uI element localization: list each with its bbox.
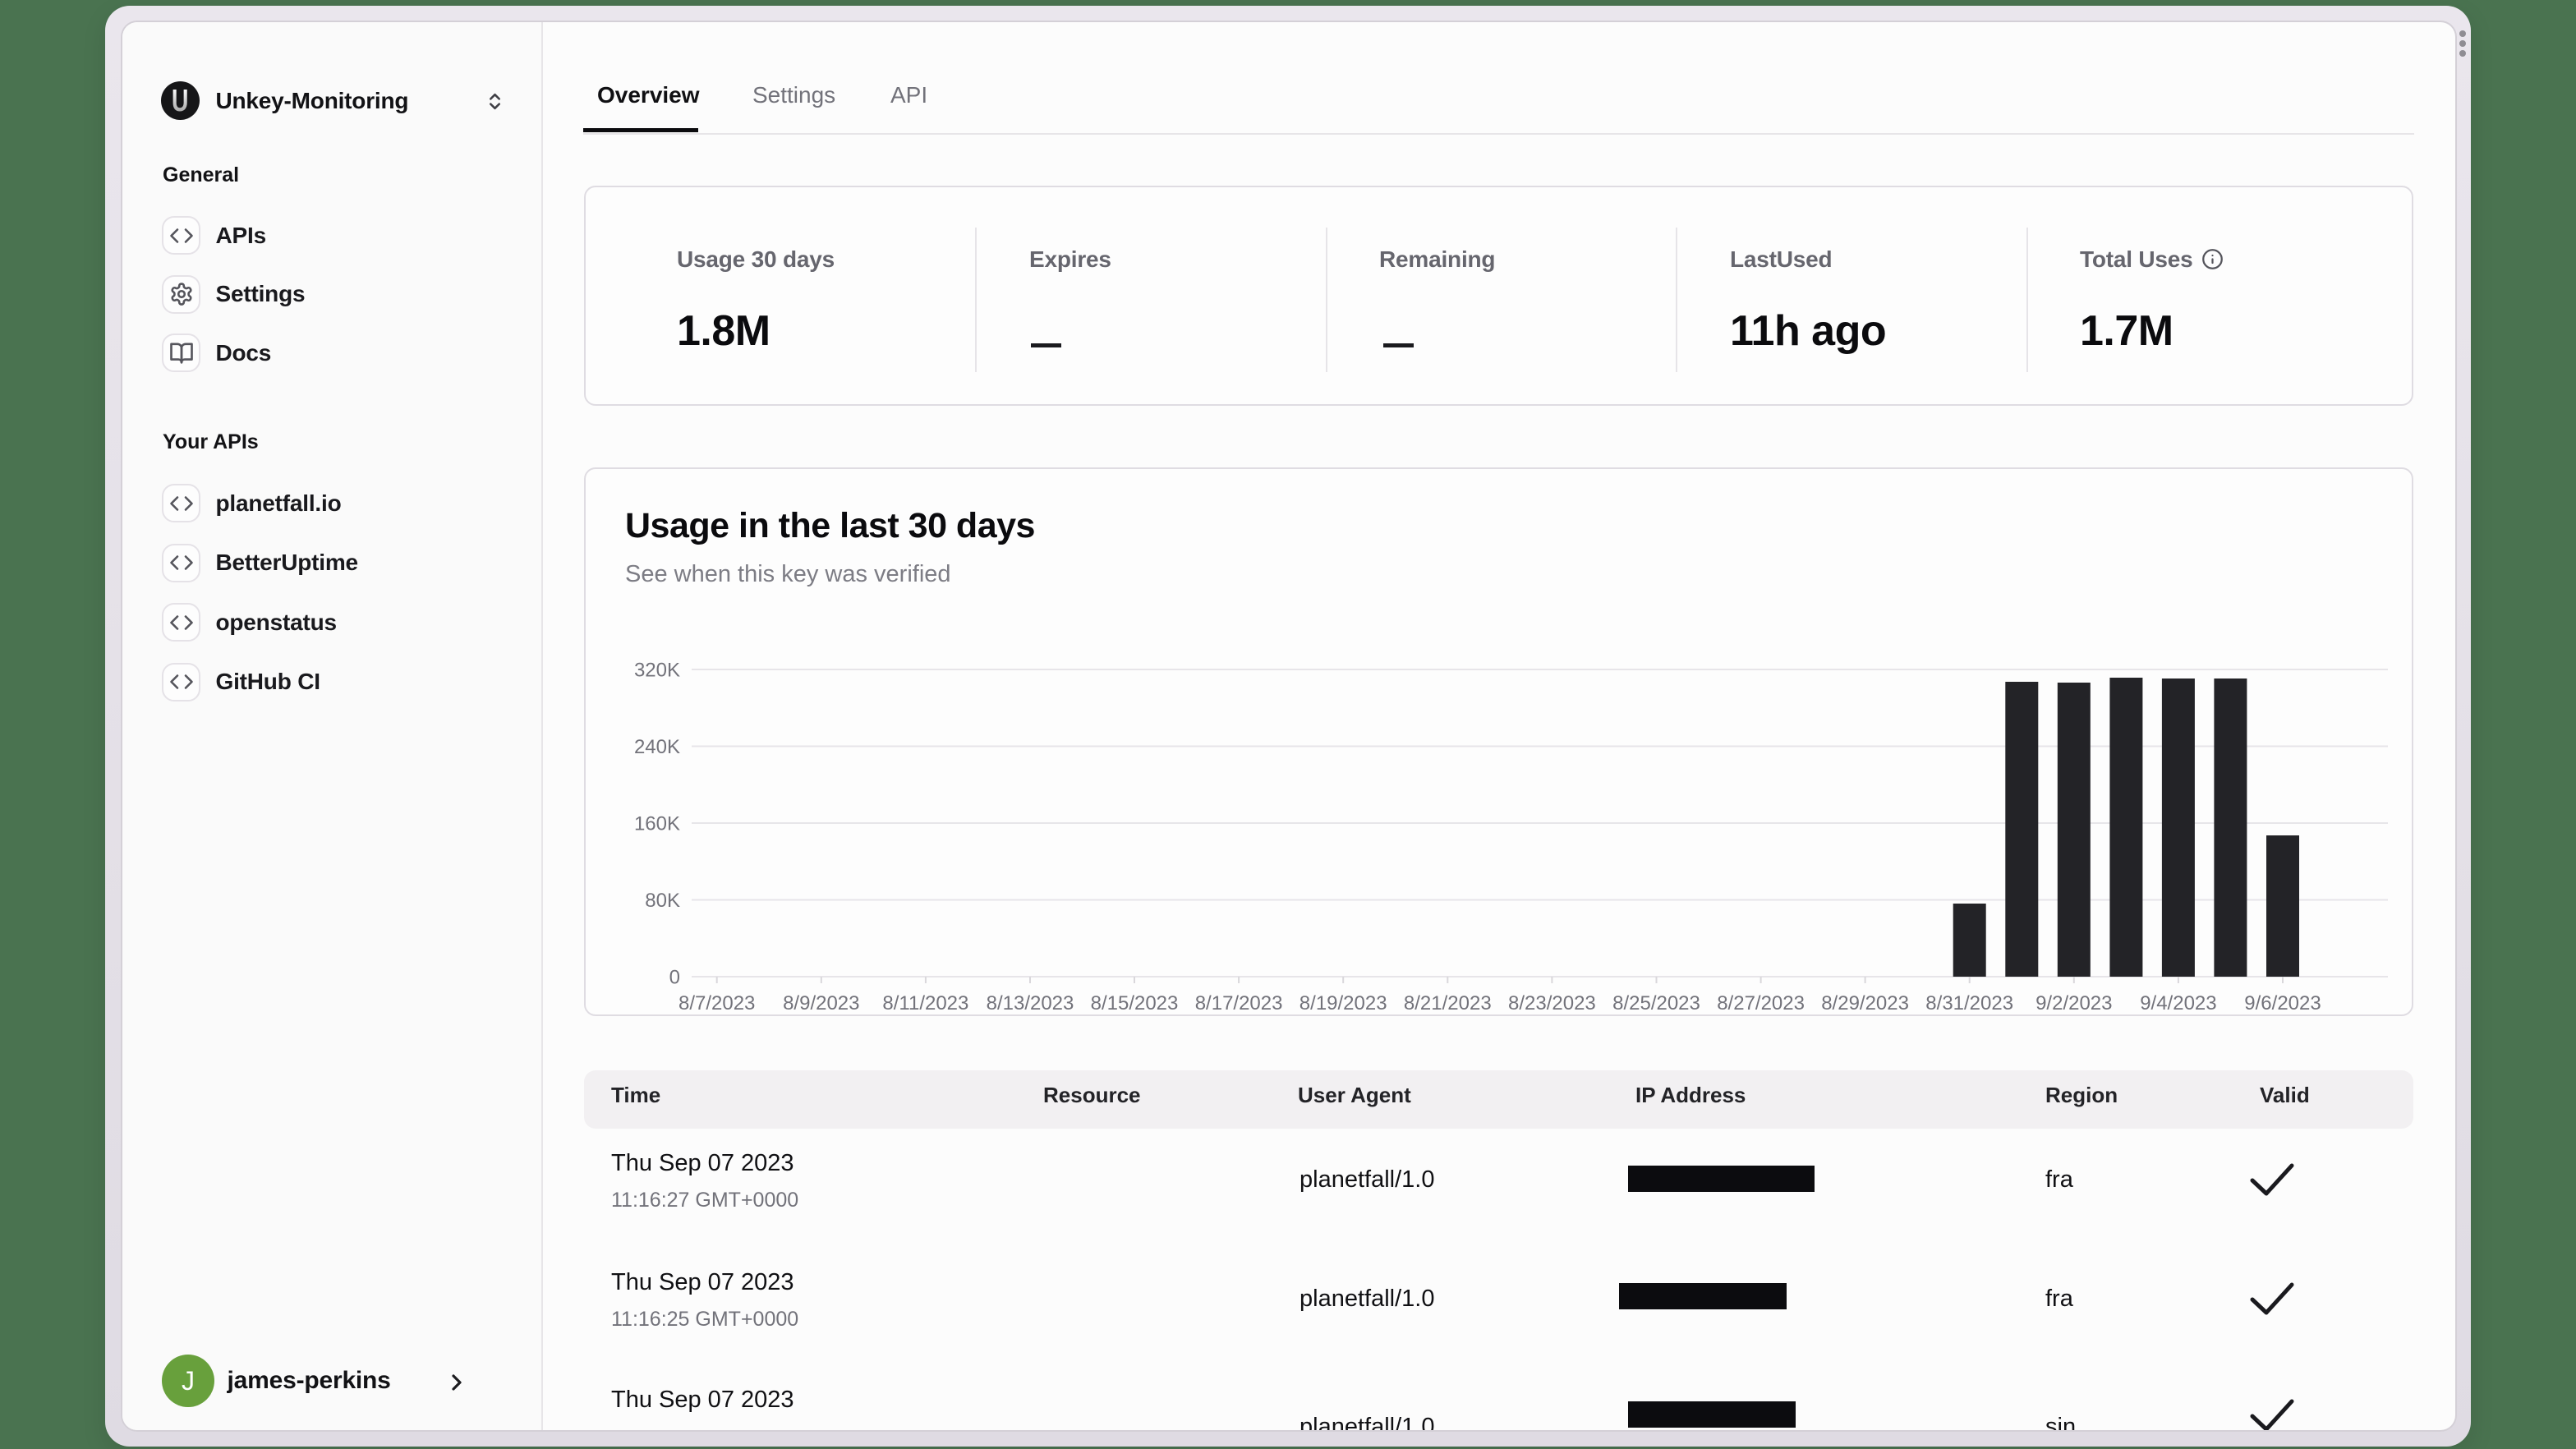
svg-text:8/29/2023: 8/29/2023 — [1821, 992, 1909, 1014]
svg-text:8/7/2023: 8/7/2023 — [678, 992, 755, 1014]
svg-text:8/27/2023: 8/27/2023 — [1717, 992, 1805, 1014]
svg-text:0: 0 — [669, 967, 680, 989]
svg-text:8/25/2023: 8/25/2023 — [1612, 992, 1700, 1014]
svg-text:9/2/2023: 9/2/2023 — [2036, 992, 2112, 1014]
svg-text:320K: 320K — [634, 660, 680, 682]
svg-text:160K: 160K — [634, 813, 680, 835]
svg-text:80K: 80K — [645, 890, 680, 912]
svg-text:8/13/2023: 8/13/2023 — [987, 992, 1074, 1014]
svg-text:8/23/2023: 8/23/2023 — [1508, 992, 1596, 1014]
svg-text:8/21/2023: 8/21/2023 — [1404, 992, 1492, 1014]
svg-text:9/6/2023: 9/6/2023 — [2244, 992, 2321, 1014]
svg-text:8/19/2023: 8/19/2023 — [1300, 992, 1387, 1014]
svg-text:8/17/2023: 8/17/2023 — [1195, 992, 1283, 1014]
svg-text:8/9/2023: 8/9/2023 — [783, 992, 859, 1014]
svg-text:8/15/2023: 8/15/2023 — [1091, 992, 1179, 1014]
svg-text:8/31/2023: 8/31/2023 — [1925, 992, 2013, 1014]
svg-text:9/4/2023: 9/4/2023 — [2140, 992, 2216, 1014]
svg-text:240K: 240K — [634, 736, 680, 758]
svg-text:8/11/2023: 8/11/2023 — [882, 992, 968, 1014]
